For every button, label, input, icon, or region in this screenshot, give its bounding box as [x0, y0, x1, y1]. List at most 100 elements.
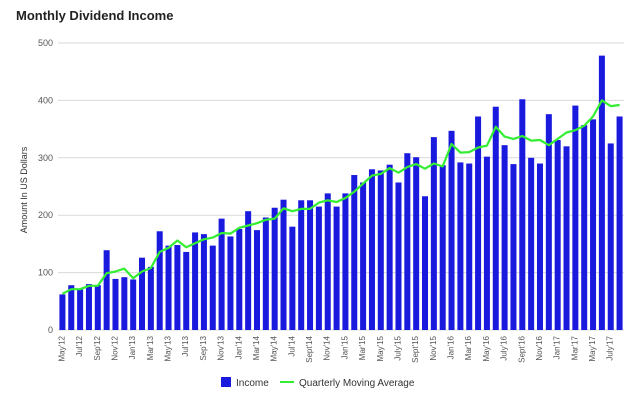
income-bar [351, 175, 358, 330]
x-tick-label: May'17 [588, 335, 597, 361]
income-bar [236, 228, 243, 330]
x-tick-label: Nov'15 [429, 335, 438, 360]
x-tick-label: Mar'17 [570, 335, 579, 360]
income-bar [554, 140, 561, 330]
income-bar [501, 145, 508, 330]
legend-moving-average-label: Quarterly Moving Average [299, 378, 415, 389]
x-tick-label: Mar'15 [358, 335, 367, 360]
income-bar [413, 157, 420, 330]
x-tick-label: Jul'14 [287, 335, 296, 356]
income-bar [386, 164, 393, 330]
income-bar [315, 206, 322, 330]
income-bar [262, 217, 269, 330]
income-bar [165, 245, 172, 330]
x-tick-label: Mar'14 [252, 335, 261, 360]
income-bar [280, 199, 287, 330]
income-bar [289, 226, 296, 330]
x-tick-label: Mar'13 [146, 335, 155, 360]
income-bar [439, 165, 446, 330]
income-bar [209, 245, 216, 330]
income-bar [342, 193, 349, 330]
income-bar [59, 294, 66, 330]
income-bar [492, 106, 499, 331]
moving-average-layer [61, 99, 620, 295]
income-bar [616, 116, 623, 330]
y-tick-label: 300 [38, 153, 53, 163]
income-bar [528, 157, 535, 330]
x-tick-label: Nov'12 [111, 335, 120, 360]
x-tick-label: Sept'14 [305, 335, 314, 362]
x-tick-label: Jan'16 [447, 335, 456, 359]
income-bar [121, 277, 128, 330]
x-tick-label: Jul'12 [75, 335, 84, 356]
x-tick-label: Nov'13 [217, 335, 226, 360]
income-bar [457, 162, 464, 330]
x-tick-label: Jan'13 [128, 335, 137, 359]
y-axis-label: Amount In US Dollars [19, 146, 29, 233]
x-tick-label: Nov'14 [323, 335, 332, 360]
income-bar [563, 146, 570, 330]
x-tick-label: May'12 [57, 335, 66, 361]
x-tick-label: July'16 [500, 335, 509, 360]
income-bar [298, 200, 305, 330]
y-axis-ticks: 0 100 200 300 400 500 [38, 38, 53, 335]
income-bar [519, 99, 526, 330]
income-bar [483, 156, 490, 330]
chart-title: Monthly Dividend Income [16, 8, 174, 23]
income-bar [466, 163, 473, 330]
income-bar [404, 153, 411, 330]
income-bar [77, 288, 84, 330]
income-bar [324, 193, 331, 330]
income-bar [307, 200, 314, 330]
x-tick-label: July'17 [606, 335, 615, 360]
income-bars [59, 55, 623, 331]
x-tick-label: May'14 [270, 335, 279, 361]
x-tick-label: Jul'13 [181, 335, 190, 356]
x-tick-label: July'15 [394, 335, 403, 360]
y-tick-label: 400 [38, 95, 53, 105]
income-bar [607, 143, 614, 330]
income-bar [271, 207, 278, 330]
y-tick-label: 0 [48, 325, 53, 335]
income-bar [147, 266, 154, 330]
income-bar [200, 234, 207, 330]
income-bar [360, 182, 367, 330]
income-bar [192, 232, 199, 330]
x-tick-label: Sept'16 [517, 335, 526, 362]
x-tick-label: May'16 [482, 335, 491, 361]
income-bar [112, 278, 119, 330]
income-bar [253, 230, 260, 330]
income-bar [139, 257, 146, 330]
income-bar [395, 182, 402, 330]
income-bar [130, 279, 137, 330]
y-tick-label: 500 [38, 38, 53, 48]
moving-average-line [61, 99, 620, 295]
x-tick-label: Jan'14 [234, 335, 243, 359]
income-bar [245, 211, 252, 330]
x-tick-label: Sep'12 [93, 335, 102, 360]
income-bar [368, 169, 375, 330]
income-bar [536, 163, 543, 330]
y-tick-label: 200 [38, 210, 53, 220]
x-tick-label: Nov'16 [535, 335, 544, 360]
x-tick-label: Sep'13 [199, 335, 208, 360]
income-bar [68, 285, 75, 330]
income-bar [218, 218, 225, 330]
income-bar [510, 164, 517, 330]
x-tick-label: May'15 [376, 335, 385, 361]
income-bar [448, 130, 455, 330]
x-tick-label: Mar'16 [464, 335, 473, 360]
income-bar [430, 137, 437, 330]
y-tick-label: 100 [38, 268, 53, 278]
income-bar [333, 206, 340, 330]
x-tick-label: Jan'15 [340, 335, 349, 359]
x-tick-label: May'13 [164, 335, 173, 361]
income-bar [590, 119, 597, 330]
income-bar [94, 285, 101, 330]
x-tick-label: Jan'17 [553, 335, 562, 359]
income-bar [174, 245, 181, 330]
x-tick-label: Sept'15 [411, 335, 420, 362]
income-bar [156, 231, 163, 330]
income-bar [227, 236, 234, 330]
income-bar [377, 170, 384, 330]
